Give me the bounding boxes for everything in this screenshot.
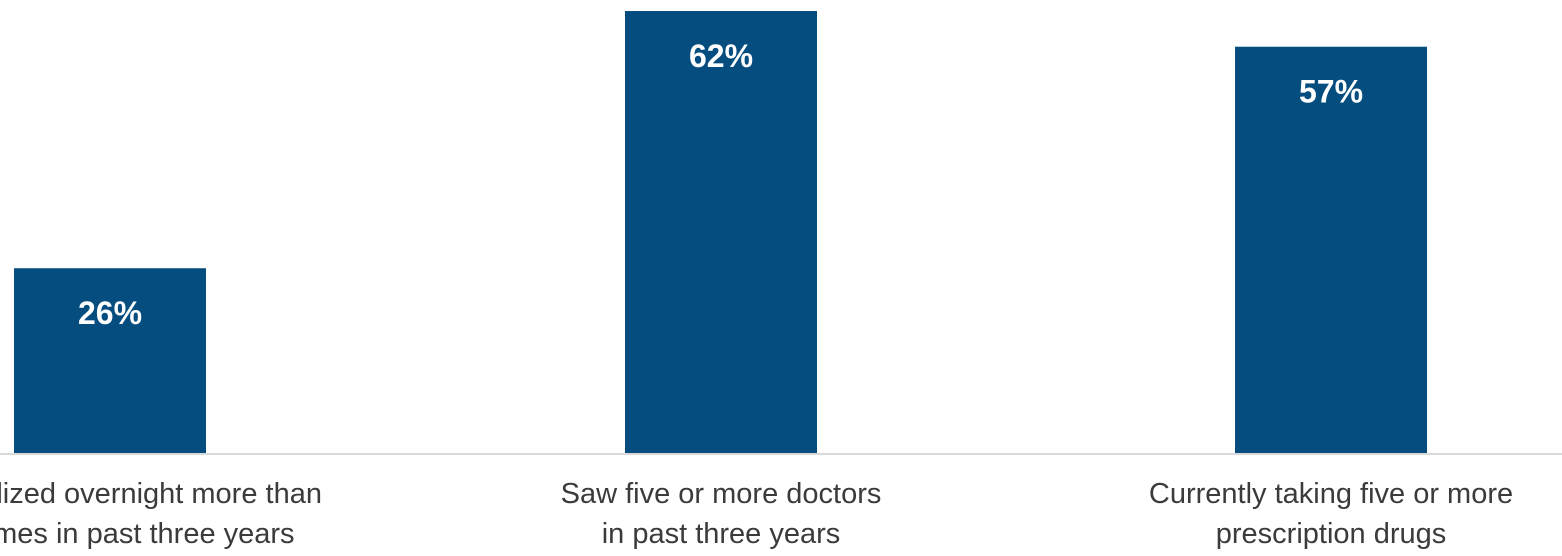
bar-2 [625,11,817,454]
data-label-2: 62% [689,38,753,74]
bars-layer: 26% 62% 57% [14,11,1427,455]
category-label-2-line-1: Saw five or more doctors [561,478,882,510]
category-label-1-line-1: Hospitalized overnight more than [0,478,322,510]
data-label-3: 57% [1299,74,1363,110]
bar-1 [14,268,206,454]
data-label-1: 26% [78,295,142,331]
bar-3 [1235,46,1427,455]
category-label-3-line-1: Currently taking five or more [1149,478,1513,510]
category-labels-layer: Hospitalized overnight more than two time… [0,478,1513,550]
category-label-1-line-2: two times in past three years [0,518,295,550]
category-label-2-line-2: in past three years [602,518,841,550]
category-label-3-line-2: prescription drugs [1216,518,1447,550]
